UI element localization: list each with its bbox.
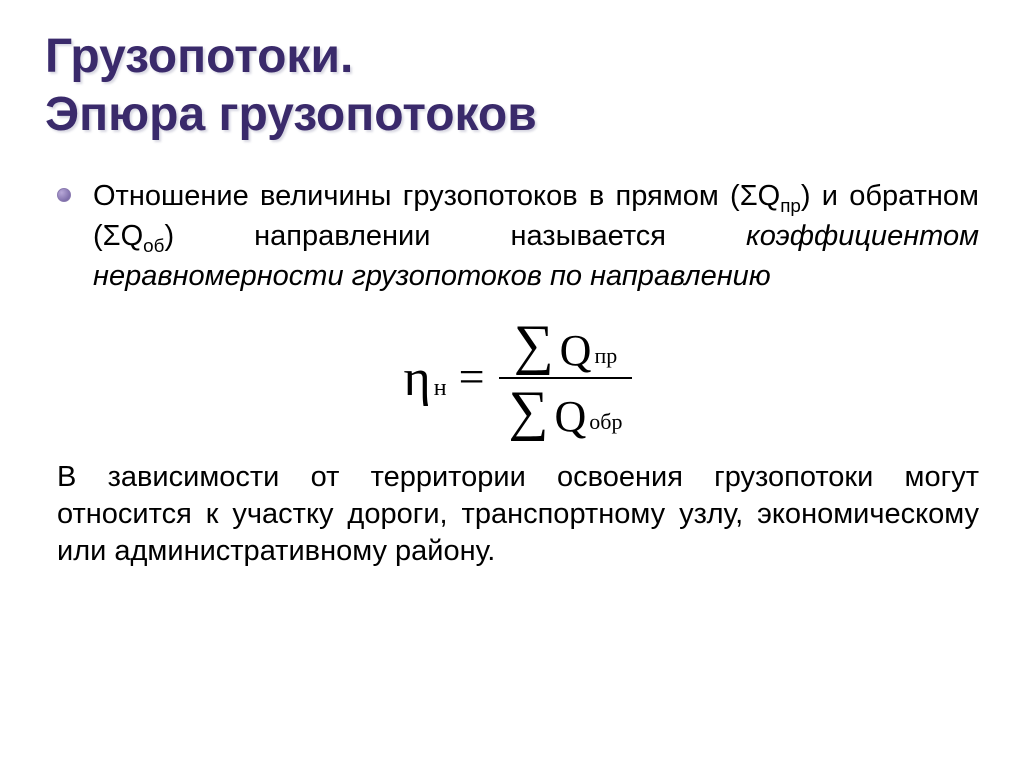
formula-lhs: η н <box>404 349 447 408</box>
eta-subscript: н <box>434 375 447 402</box>
bullet-item: Отношение величины грузопотоков в прямом… <box>57 178 979 295</box>
title-line-1: Грузопотоки. <box>45 30 353 83</box>
slide-content: Отношение величины грузопотоков в прямом… <box>45 178 979 570</box>
bullet-icon <box>57 188 71 202</box>
title-line-2: Эпюра грузопотоков <box>45 88 537 141</box>
qsub-num: пр <box>594 343 617 369</box>
p1-sigma2: Σ <box>103 220 121 252</box>
fraction-line <box>499 377 633 379</box>
qsub-den: обр <box>589 409 622 435</box>
formula: η н = ∑ Q пр ∑ Q обр <box>57 315 979 441</box>
paragraph-1: Отношение величины грузопотоков в прямом… <box>93 178 979 295</box>
slide-title: Грузопотоки. Эпюра грузопотоков <box>45 28 979 143</box>
p1-sub2: об <box>143 235 164 256</box>
sigma-num: ∑ <box>514 317 554 373</box>
eta-symbol: η <box>404 349 431 408</box>
paragraph-2: В зависимости от территории освоения гру… <box>57 459 979 570</box>
p1-sigma1: Σ <box>740 180 758 212</box>
numerator: ∑ Q пр <box>504 315 627 375</box>
p1-seg1: Отношение величины грузопотоков в прямом… <box>93 180 740 212</box>
p1-sub1: пр <box>780 195 801 216</box>
p1-q1: Q <box>758 180 781 212</box>
equals-sign: = <box>459 350 485 403</box>
p1-seg3: ) направлении называется <box>164 220 746 252</box>
q-num: Q <box>560 329 592 373</box>
q-den: Q <box>554 395 586 439</box>
denominator: ∑ Q обр <box>499 381 633 441</box>
formula-fraction: ∑ Q пр ∑ Q обр <box>499 315 633 441</box>
p1-q2: Q <box>121 220 144 252</box>
sigma-den: ∑ <box>509 383 549 439</box>
